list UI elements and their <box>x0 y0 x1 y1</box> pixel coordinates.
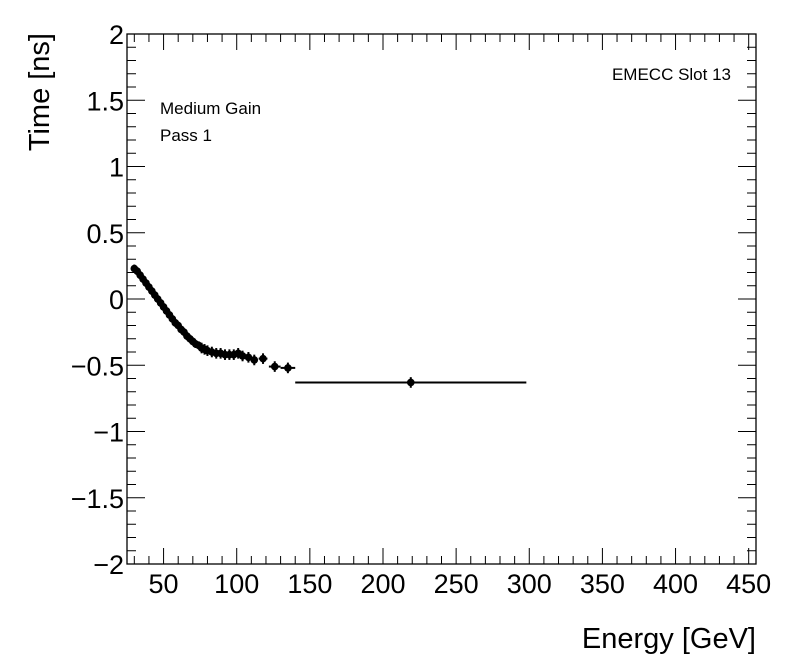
axis-ticks <box>127 33 756 565</box>
pass-annotation: Pass 1 <box>160 126 212 145</box>
slot-annotation: EMECC Slot 13 <box>612 65 731 84</box>
x-tick-label: 400 <box>653 569 698 599</box>
gain-annotation: Medium Gain <box>160 99 261 118</box>
data-point <box>250 354 259 366</box>
data-marker <box>270 362 279 371</box>
x-tick-label: 50 <box>149 569 179 599</box>
x-tick-label: 350 <box>580 569 625 599</box>
data-marker <box>244 353 253 362</box>
data-point <box>258 353 268 364</box>
data-points <box>130 264 527 388</box>
y-tick-label: −2 <box>93 550 124 580</box>
y-tick-label: −1 <box>93 418 124 448</box>
data-point <box>280 362 296 374</box>
data-point <box>295 377 527 388</box>
y-tick-label: 1 <box>109 153 124 183</box>
x-tick-label: 150 <box>287 569 332 599</box>
x-axis-title: Energy [GeV] <box>582 623 756 655</box>
y-tick-label: 0 <box>109 285 124 315</box>
y-tick-label: −1.5 <box>71 484 124 514</box>
x-axis-tick-labels: 50 100 150 200 250 300 350 400 450 <box>149 569 772 599</box>
data-marker <box>259 354 267 363</box>
data-point <box>244 352 253 363</box>
data-point <box>238 350 247 362</box>
data-marker <box>406 378 415 387</box>
x-tick-label: 250 <box>434 569 479 599</box>
data-marker <box>238 352 247 360</box>
y-axis-title: Time [ns] <box>24 33 56 151</box>
y-axis-tick-labels: −2 −1.5 −1 −0.5 0 0.5 1 1.5 2 <box>71 20 124 580</box>
y-tick-label: −0.5 <box>71 351 124 381</box>
data-marker <box>284 364 292 372</box>
data-point <box>268 361 281 372</box>
x-tick-label: 200 <box>360 569 405 599</box>
x-tick-label: 100 <box>214 569 259 599</box>
x-tick-label: 300 <box>507 569 552 599</box>
data-marker <box>250 356 259 364</box>
y-tick-label: 0.5 <box>86 219 124 249</box>
x-tick-label: 450 <box>726 569 771 599</box>
y-tick-label: 1.5 <box>86 86 124 116</box>
y-tick-label: 2 <box>109 20 124 50</box>
